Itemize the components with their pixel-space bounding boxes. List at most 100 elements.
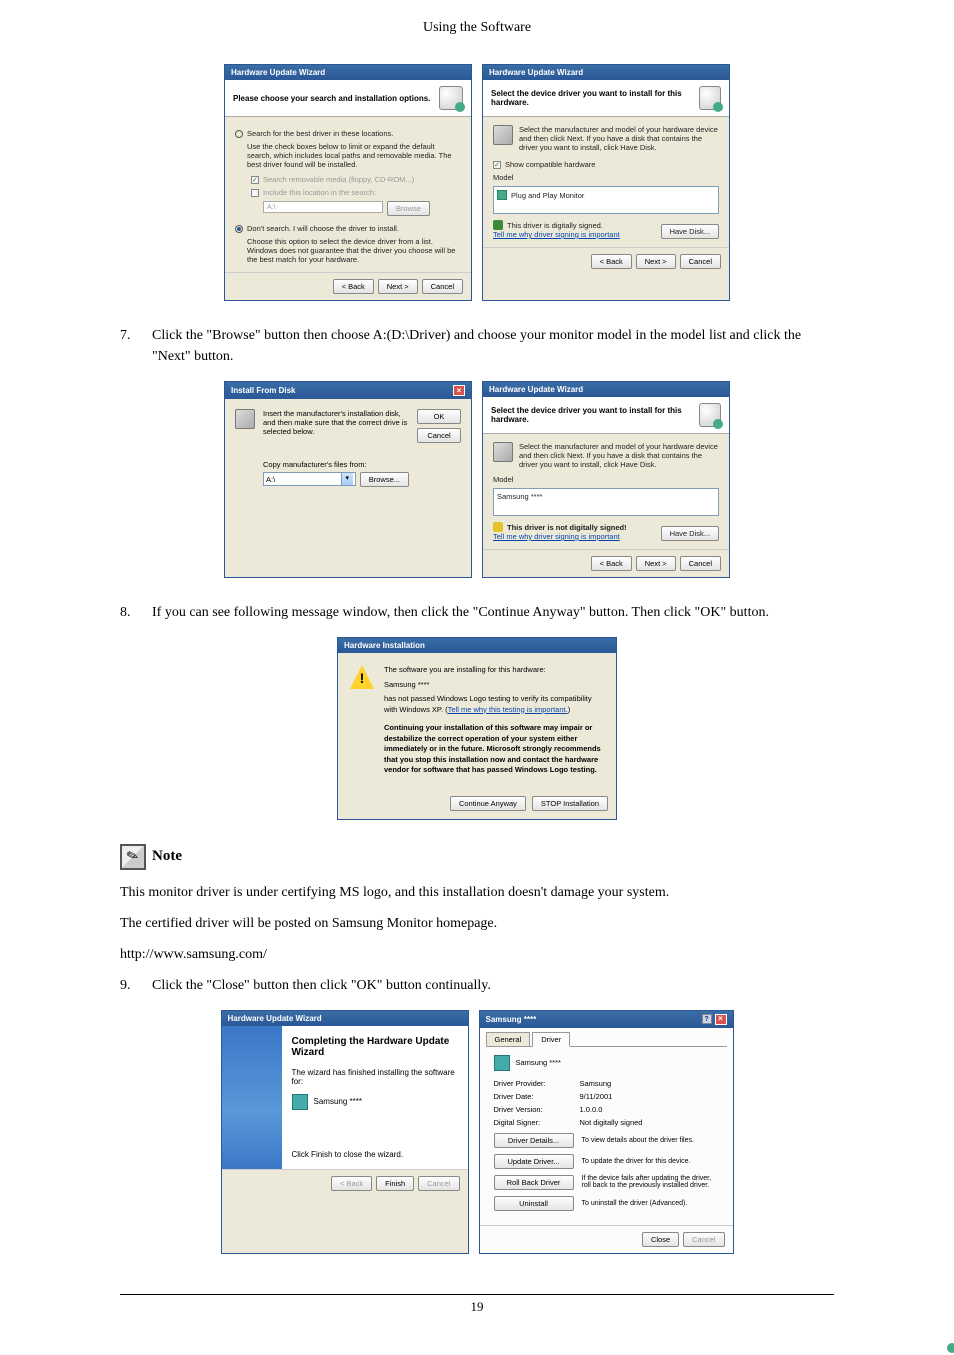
- continue-anyway-button[interactable]: Continue Anyway: [450, 796, 526, 811]
- dialog-properties: Samsung **** ? × General Driver Samsung …: [479, 1010, 734, 1254]
- back-button: < Back: [331, 1176, 372, 1191]
- note-icon: [120, 844, 146, 870]
- step-text: Click the "Browse" button then choose A:…: [152, 325, 834, 367]
- click-finish-text: Click Finish to close the wizard.: [292, 1150, 458, 1159]
- radio-dont-search-label: Don't search. I will choose the driver t…: [247, 224, 399, 233]
- copy-label: Copy manufacturer's files from:: [263, 460, 409, 469]
- dialog-completing-wizard: Hardware Update Wizard Completing the Ha…: [221, 1010, 469, 1254]
- wizard-icon: [236, 1040, 268, 1072]
- have-disk-button[interactable]: Have Disk...: [661, 526, 719, 541]
- stop-installation-button[interactable]: STOP Installation: [532, 796, 608, 811]
- version-label: Driver Version:: [494, 1105, 574, 1114]
- device-icon: [292, 1094, 308, 1110]
- path-input[interactable]: A:\: [263, 201, 383, 213]
- hw-line3-end: ): [568, 705, 571, 714]
- have-disk-button[interactable]: Have Disk...: [661, 224, 719, 239]
- radio-search-label: Search for the best driver in these loca…: [247, 129, 393, 138]
- shield-icon: [493, 220, 503, 230]
- dialog-title: Samsung ****: [486, 1015, 537, 1024]
- monitor-icon: [497, 190, 507, 200]
- ifd-message: Insert the manufacturer's installation d…: [263, 409, 409, 436]
- titlebar: Hardware Installation: [338, 638, 616, 653]
- cancel-button[interactable]: Cancel: [417, 428, 461, 443]
- signing-link[interactable]: Tell me why driver signing is important: [493, 532, 620, 541]
- rollback-driver-desc: If the device fails after updating the d…: [582, 1175, 719, 1189]
- driver-details-button[interactable]: Driver Details...: [494, 1133, 574, 1148]
- tab-driver[interactable]: Driver: [532, 1032, 570, 1047]
- select-desc: Select the manufacturer and model of you…: [519, 442, 719, 469]
- path-combo[interactable]: A:\ ▾: [263, 472, 356, 486]
- dialog-select-driver: Hardware Update Wizard Select the device…: [482, 64, 730, 301]
- dialog-hardware-installation: Hardware Installation The software you a…: [337, 637, 617, 820]
- checkbox-compatible-label: Show compatible hardware: [505, 160, 595, 169]
- note-url: http://www.samsung.com/: [120, 944, 834, 965]
- radio-search-desc: Use the check boxes below to limit or ex…: [235, 142, 461, 169]
- uninstall-button[interactable]: Uninstall: [494, 1196, 574, 1211]
- model-label: Model: [493, 173, 719, 182]
- titlebar: Hardware Update Wizard: [483, 65, 729, 80]
- close-icon[interactable]: ×: [453, 385, 465, 396]
- update-driver-button[interactable]: Update Driver...: [494, 1154, 574, 1169]
- next-button[interactable]: Next >: [636, 556, 676, 571]
- close-button[interactable]: Close: [642, 1232, 679, 1247]
- step-number: 7.: [120, 325, 152, 367]
- back-button[interactable]: < Back: [333, 279, 374, 294]
- checkbox-removable[interactable]: [251, 176, 259, 184]
- finish-button[interactable]: Finish: [376, 1176, 414, 1191]
- dialog-select-driver-samsung: Hardware Update Wizard Select the device…: [482, 381, 730, 578]
- tab-general[interactable]: General: [486, 1032, 531, 1046]
- select-desc: Select the manufacturer and model of you…: [519, 125, 719, 152]
- chevron-down-icon[interactable]: ▾: [341, 473, 353, 485]
- radio-dont-search[interactable]: [235, 225, 243, 233]
- next-button[interactable]: Next >: [636, 254, 676, 269]
- checkbox-compatible[interactable]: [493, 161, 501, 169]
- warning-icon: [350, 665, 374, 689]
- step-text: Click the "Close" button then click "OK"…: [152, 975, 834, 996]
- page-header: Using the Software: [120, 20, 834, 36]
- cancel-button: Cancel: [418, 1176, 459, 1191]
- back-button[interactable]: < Back: [591, 254, 632, 269]
- dialog-heading: Select the device driver you want to ins…: [491, 406, 699, 424]
- close-icon[interactable]: ×: [715, 1014, 727, 1025]
- version-value: 1.0.0.0: [580, 1105, 603, 1114]
- signing-link[interactable]: Tell me why driver signing is important: [493, 230, 620, 239]
- testing-link[interactable]: Tell me why this testing is important.: [448, 705, 568, 714]
- checkbox-removable-label: Search removable media (floppy, CD-ROM..…: [263, 175, 414, 184]
- help-icon[interactable]: ?: [702, 1014, 712, 1024]
- model-item[interactable]: Plug and Play Monitor: [511, 191, 584, 200]
- rollback-driver-button[interactable]: Roll Back Driver: [494, 1175, 574, 1190]
- cancel-button[interactable]: Cancel: [680, 254, 721, 269]
- path-value: A:\: [266, 475, 275, 484]
- hw-line1: The software you are installing for this…: [384, 665, 604, 676]
- dialog-title: Install From Disk: [231, 386, 295, 395]
- browse-button[interactable]: Browse: [387, 201, 430, 216]
- device-name: Samsung ****: [516, 1058, 561, 1067]
- radio-dont-search-desc: Choose this option to select the device …: [235, 237, 461, 264]
- checkbox-location[interactable]: [251, 189, 259, 197]
- dialog-title: Hardware Update Wizard: [228, 1014, 322, 1023]
- dialog-heading: Please choose your search and installati…: [233, 94, 430, 103]
- dialog-title: Hardware Update Wizard: [231, 68, 325, 77]
- note-p1: This monitor driver is under certifying …: [120, 882, 834, 903]
- date-label: Driver Date:: [494, 1092, 574, 1101]
- step-text: If you can see following message window,…: [152, 602, 834, 623]
- signer-value: Not digitally signed: [580, 1118, 643, 1127]
- note-p2: The certified driver will be posted on S…: [120, 913, 834, 934]
- next-button[interactable]: Next >: [378, 279, 418, 294]
- warning-shield-icon: [493, 522, 503, 532]
- hw-device: Samsung ****: [384, 680, 604, 691]
- browse-button[interactable]: Browse...: [360, 472, 409, 487]
- cancel-button[interactable]: Cancel: [680, 556, 721, 571]
- wizard-icon: [439, 86, 463, 110]
- titlebar: Hardware Update Wizard: [222, 1011, 468, 1026]
- cancel-button[interactable]: Cancel: [422, 279, 463, 294]
- note-label: Note: [152, 848, 182, 865]
- model-list[interactable]: Samsung ****: [493, 488, 719, 516]
- radio-search[interactable]: [235, 130, 243, 138]
- ok-button[interactable]: OK: [417, 409, 461, 424]
- completing-heading: Completing the Hardware Update Wizard: [292, 1036, 458, 1058]
- model-item[interactable]: Samsung ****: [497, 492, 542, 501]
- model-list[interactable]: Plug and Play Monitor: [493, 186, 719, 214]
- back-button[interactable]: < Back: [591, 556, 632, 571]
- date-value: 9/11/2001: [580, 1092, 613, 1101]
